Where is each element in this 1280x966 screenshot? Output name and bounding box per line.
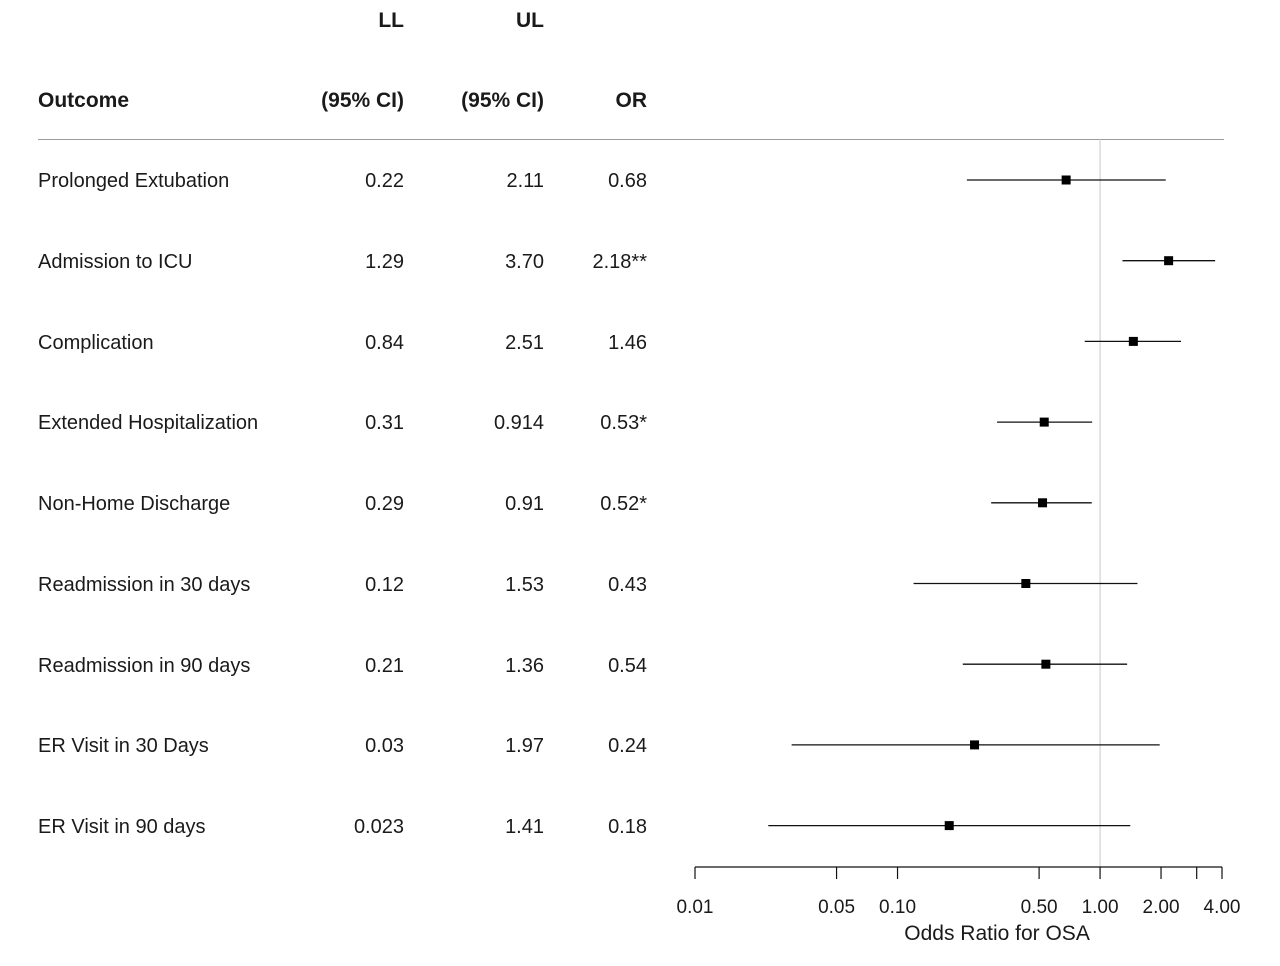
- outcome-label: Prolonged Extubation: [38, 170, 230, 192]
- ll-value: 0.21: [365, 655, 404, 677]
- outcome-label: Non-Home Discharge: [38, 493, 231, 515]
- ll-value: 0.31: [365, 412, 404, 434]
- ul-header-top: UL: [516, 9, 544, 32]
- outcome-label: Admission to ICU: [38, 251, 193, 273]
- point-estimate: [1041, 659, 1051, 669]
- ll-value: 0.12: [365, 574, 404, 596]
- or-value: 0.24: [608, 735, 647, 757]
- x-tick-label: 2.00: [1143, 897, 1180, 918]
- ul-value: 1.41: [505, 816, 544, 838]
- or-value: 0.53*: [600, 412, 647, 434]
- outcome-label: ER Visit in 30 Days: [38, 735, 209, 757]
- or-value: 0.43: [608, 574, 647, 596]
- or-value: 1.46: [608, 332, 647, 354]
- ul-value: 1.36: [505, 655, 544, 677]
- outcome-header: Outcome: [38, 89, 130, 112]
- point-estimate: [944, 821, 954, 831]
- outcome-label: Readmission in 30 days: [38, 574, 251, 596]
- ul-value: 1.97: [505, 735, 544, 757]
- ul-value: 0.91: [505, 493, 544, 515]
- point-estimate: [1164, 256, 1174, 266]
- ul-header-bottom: (95% CI): [461, 89, 544, 112]
- or-value: 0.68: [608, 170, 647, 192]
- outcome-label: ER Visit in 90 days: [38, 816, 206, 838]
- ul-value: 0.914: [493, 412, 544, 434]
- point-estimate: [1128, 336, 1138, 346]
- or-value: 0.54: [608, 655, 647, 677]
- ul-value: 3.70: [505, 251, 544, 273]
- ll-header-top: LL: [378, 9, 404, 32]
- outcome-label: Extended Hospitalization: [38, 412, 259, 434]
- point-estimate: [1021, 579, 1031, 588]
- x-tick-label: 4.00: [1204, 897, 1241, 918]
- header-divider: [38, 139, 1224, 140]
- point-estimate: [1061, 175, 1071, 185]
- x-tick-label: 0.50: [1021, 897, 1058, 918]
- ll-value: 0.023: [353, 816, 404, 838]
- ul-value: 2.11: [506, 170, 544, 192]
- x-tick-label: 0.05: [818, 897, 855, 918]
- x-tick-label: 0.01: [677, 897, 714, 918]
- or-value: 0.18: [608, 816, 647, 838]
- point-estimate: [970, 740, 980, 750]
- ll-value: 0.29: [365, 493, 404, 515]
- ll-value: 0.84: [365, 332, 404, 354]
- or-value: 0.52*: [600, 493, 647, 515]
- point-estimate: [1038, 498, 1048, 508]
- ll-value: 0.03: [365, 735, 404, 757]
- ll-value: 0.22: [365, 170, 404, 192]
- ul-value: 2.51: [505, 332, 544, 354]
- ul-value: 1.53: [505, 574, 544, 596]
- ll-value: 1.29: [365, 251, 404, 273]
- outcome-label: Readmission in 90 days: [38, 655, 251, 677]
- outcome-label: Complication: [38, 332, 154, 354]
- x-tick-label: 1.00: [1082, 897, 1119, 918]
- ll-header-bottom: (95% CI): [321, 89, 404, 112]
- or-value: 2.18**: [592, 251, 648, 273]
- x-axis-title: Odds Ratio for OSA: [904, 922, 1090, 945]
- point-estimate: [1039, 417, 1049, 427]
- x-tick-label: 0.10: [879, 897, 916, 918]
- or-header: OR: [615, 89, 648, 112]
